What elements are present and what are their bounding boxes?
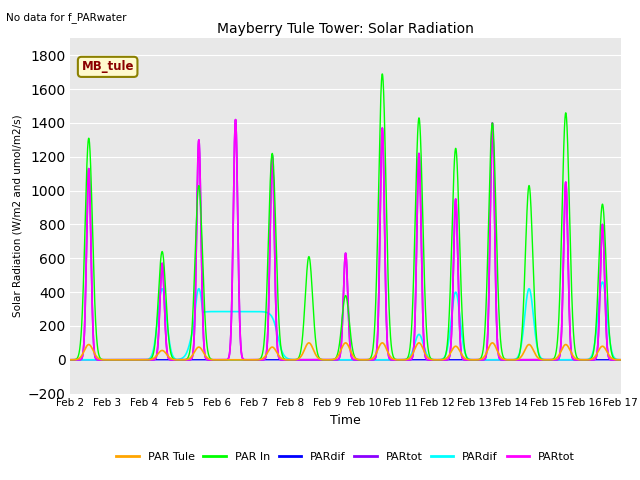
Text: No data for f_PARwater: No data for f_PARwater xyxy=(6,12,127,23)
Title: Mayberry Tule Tower: Solar Radiation: Mayberry Tule Tower: Solar Radiation xyxy=(217,22,474,36)
Text: MB_tule: MB_tule xyxy=(81,60,134,73)
Y-axis label: Solar Radiation (W/m2 and umol/m2/s): Solar Radiation (W/m2 and umol/m2/s) xyxy=(12,115,22,317)
Legend: PAR Tule, PAR In, PARdif, PARtot, PARdif, PARtot: PAR Tule, PAR In, PARdif, PARtot, PARdif… xyxy=(112,447,579,466)
X-axis label: Time: Time xyxy=(330,414,361,427)
